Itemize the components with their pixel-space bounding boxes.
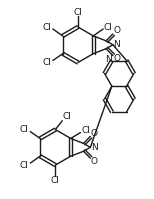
Text: O: O <box>91 157 98 166</box>
Text: Cl: Cl <box>43 58 51 67</box>
Text: N: N <box>91 143 98 152</box>
Text: Cl: Cl <box>82 126 91 135</box>
Text: Cl: Cl <box>20 161 29 170</box>
Text: N: N <box>105 55 112 64</box>
Text: Cl: Cl <box>63 112 72 121</box>
Text: O: O <box>113 26 120 35</box>
Text: N: N <box>113 40 120 49</box>
Text: Cl: Cl <box>104 22 112 31</box>
Text: Cl: Cl <box>74 8 82 17</box>
Text: Cl: Cl <box>20 125 29 134</box>
Text: O: O <box>91 129 98 138</box>
Text: O: O <box>113 54 120 63</box>
Text: Cl: Cl <box>51 176 60 185</box>
Text: Cl: Cl <box>43 22 51 31</box>
